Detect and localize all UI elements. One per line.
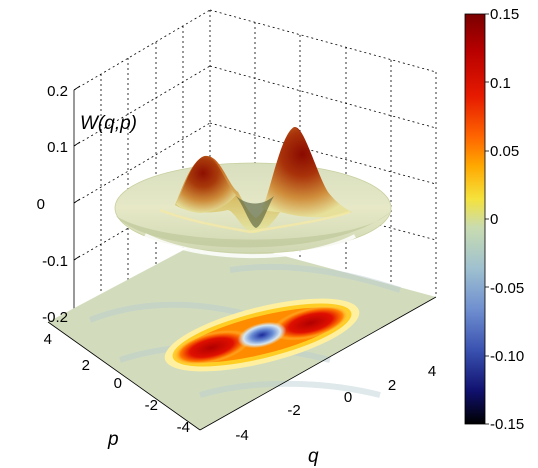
colorbar-tick-label: 0.1 bbox=[490, 75, 511, 92]
central-dip bbox=[236, 196, 274, 228]
p-tick-label: 2 bbox=[82, 357, 90, 374]
p-tick-labels: 4 2 0 -2 -4 bbox=[44, 331, 190, 436]
z-tick-labels: 0.2 0.1 0 -0.1 -0.2 bbox=[37, 83, 68, 326]
colorbar-tick-label: 0.15 bbox=[490, 6, 519, 23]
z-tick-label: -0.1 bbox=[42, 253, 68, 270]
q-tick-label: 0 bbox=[344, 389, 352, 406]
peak-left bbox=[176, 156, 236, 213]
q-tick-label: 2 bbox=[388, 377, 396, 394]
colorbar-tick-label: 0 bbox=[490, 211, 498, 228]
peak-right bbox=[262, 127, 352, 218]
colorbar-tick-label: -0.05 bbox=[490, 280, 524, 297]
wigner-surface bbox=[114, 127, 392, 259]
q-tick-label: -2 bbox=[287, 402, 300, 419]
colorbar: 0.15 0.1 0.05 0 -0.05 -0.10 -0.15 bbox=[464, 6, 524, 433]
floor-edges bbox=[47, 296, 437, 431]
colorbar-tick-label: -0.10 bbox=[490, 348, 524, 365]
p-tick-label: -2 bbox=[145, 397, 158, 414]
q-axis-label: q bbox=[308, 446, 319, 467]
q-tick-label: 4 bbox=[428, 363, 436, 380]
z-axis-label: W(q,p) bbox=[80, 113, 137, 134]
p-tick-label: 0 bbox=[114, 375, 122, 392]
z-tick-label: 0.2 bbox=[47, 83, 68, 100]
colorbar-tick-label: -0.15 bbox=[490, 416, 524, 433]
p-tick-label: -4 bbox=[177, 419, 190, 436]
q-tick-label: -4 bbox=[235, 427, 248, 444]
floor-projection bbox=[48, 236, 436, 430]
p-tick-label: 4 bbox=[44, 331, 52, 348]
projected-lobes bbox=[164, 298, 360, 372]
z-tick-label: -0.2 bbox=[42, 309, 68, 326]
colorbar-gradient bbox=[464, 13, 486, 425]
q-tick-labels: -4 -2 0 2 4 bbox=[235, 363, 436, 444]
z-tick-label: 0.1 bbox=[47, 139, 68, 156]
colorbar-tick-label: 0.05 bbox=[490, 143, 519, 160]
z-tick-label: 0 bbox=[37, 196, 45, 213]
p-axis-label: p bbox=[107, 429, 119, 450]
